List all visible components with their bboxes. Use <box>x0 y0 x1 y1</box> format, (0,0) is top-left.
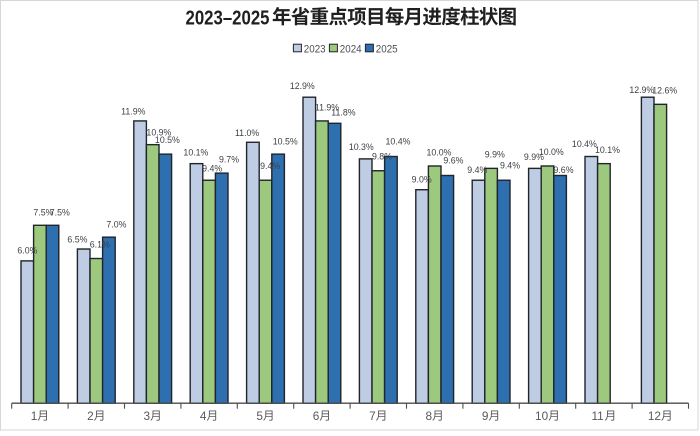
svg-text:3: 3 <box>144 409 151 423</box>
svg-text:2023–2025: 2023–2025 <box>186 7 270 29</box>
svg-text:10.1%: 10.1% <box>595 145 620 155</box>
svg-text:11.8%: 11.8% <box>331 107 355 117</box>
svg-text:9.6%: 9.6% <box>443 156 463 166</box>
svg-text:9.4%: 9.4% <box>500 160 520 170</box>
svg-text:12.9%: 12.9% <box>629 85 654 95</box>
svg-text:7.5%: 7.5% <box>33 207 53 217</box>
svg-text:10: 10 <box>535 409 549 423</box>
svg-text:9: 9 <box>482 409 489 423</box>
svg-text:10.1%: 10.1% <box>183 147 208 157</box>
svg-text:9.0%: 9.0% <box>412 175 432 185</box>
svg-text:4: 4 <box>200 409 207 423</box>
svg-text:7: 7 <box>369 409 376 423</box>
svg-text:2: 2 <box>87 409 94 423</box>
svg-text:9.7%: 9.7% <box>219 154 239 164</box>
svg-text:2024: 2024 <box>340 43 362 55</box>
svg-text:12.9%: 12.9% <box>290 81 315 91</box>
svg-text:10.4%: 10.4% <box>386 137 411 147</box>
svg-text:9.8%: 9.8% <box>372 152 392 162</box>
svg-text:10.0%: 10.0% <box>539 147 564 157</box>
svg-text:12: 12 <box>648 409 661 423</box>
svg-text:10.5%: 10.5% <box>273 137 298 147</box>
svg-text:10.4%: 10.4% <box>572 139 597 149</box>
svg-text:9.9%: 9.9% <box>524 152 544 162</box>
svg-text:1: 1 <box>31 409 38 423</box>
svg-text:5: 5 <box>256 409 263 423</box>
svg-text:11.9%: 11.9% <box>121 107 145 117</box>
svg-text:10.9%: 10.9% <box>146 128 171 138</box>
svg-text:9.4%: 9.4% <box>202 164 222 174</box>
svg-text:9.6%: 9.6% <box>553 165 573 175</box>
svg-text:10.5%: 10.5% <box>155 135 180 145</box>
svg-text:11.9%: 11.9% <box>315 103 339 113</box>
svg-text:2025: 2025 <box>376 43 398 55</box>
svg-text:12.6%: 12.6% <box>652 86 677 96</box>
svg-text:7.5%: 7.5% <box>50 207 70 217</box>
svg-text:7.0%: 7.0% <box>106 220 126 230</box>
svg-text:11.0%: 11.0% <box>235 128 259 138</box>
svg-text:10.3%: 10.3% <box>349 142 374 152</box>
svg-text:9.4%: 9.4% <box>467 165 487 175</box>
svg-text:6.1%: 6.1% <box>90 240 110 250</box>
svg-text:6.5%: 6.5% <box>67 234 87 244</box>
svg-text:6: 6 <box>313 409 320 423</box>
svg-text:9.9%: 9.9% <box>485 149 505 159</box>
svg-text:10.0%: 10.0% <box>427 148 452 158</box>
svg-text:2023: 2023 <box>304 43 326 55</box>
svg-text:9.4%: 9.4% <box>260 161 280 171</box>
svg-text:8: 8 <box>426 409 433 423</box>
svg-text:6.0%: 6.0% <box>17 246 37 256</box>
svg-text:11: 11 <box>591 409 603 423</box>
